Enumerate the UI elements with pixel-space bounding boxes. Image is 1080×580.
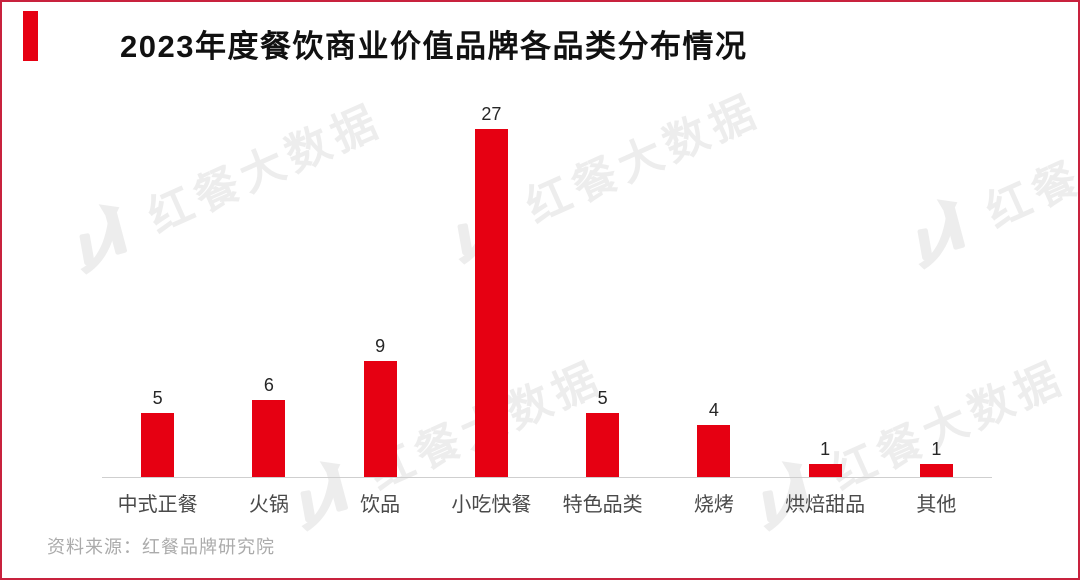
bar-value-label: 1 xyxy=(820,439,831,460)
category-axis: 中式正餐 火锅 饮品 小吃快餐 特色品类 烧烤 烘焙甜品 其他 xyxy=(102,488,992,517)
plot-area: 5 6 9 27 5 4 1 1 xyxy=(102,92,992,477)
bar xyxy=(919,464,953,477)
bar xyxy=(808,464,842,477)
bar-group: 1 xyxy=(770,92,881,477)
category-label: 烧烤 xyxy=(693,494,734,516)
category-label: 特色品类 xyxy=(562,494,643,516)
bar-value-label: 5 xyxy=(152,387,163,408)
category-label: 小吃快餐 xyxy=(451,494,532,516)
bar-group: 5 xyxy=(102,92,213,477)
bar xyxy=(586,412,620,477)
bar-value-label: 1 xyxy=(931,439,942,460)
bar-group: 5 xyxy=(547,92,658,477)
source-note: 资料来源：红餐品牌研究院 xyxy=(47,537,275,557)
category-label: 其他 xyxy=(916,494,957,516)
category-label: 烘焙甜品 xyxy=(785,494,866,516)
bar-value-label: 27 xyxy=(481,103,502,124)
title-accent-bar xyxy=(23,11,38,61)
bar-group: 4 xyxy=(658,92,769,477)
bar xyxy=(141,412,175,477)
page-title: 2023年度餐饮商业价值品牌各品类分布情况 xyxy=(120,29,748,64)
bar-value-label: 6 xyxy=(263,374,274,395)
x-axis-line xyxy=(102,477,992,478)
bar-value-label: 4 xyxy=(708,400,719,421)
bar-group: 27 xyxy=(436,92,547,477)
bar-group: 6 xyxy=(213,92,324,477)
bar xyxy=(363,360,397,477)
category-label: 中式正餐 xyxy=(117,494,198,516)
bar xyxy=(252,399,286,477)
category-label: 饮品 xyxy=(360,494,401,516)
bar xyxy=(697,425,731,477)
category-label: 火锅 xyxy=(248,494,289,516)
bar-value-label: 5 xyxy=(597,387,608,408)
bar-value-label: 9 xyxy=(375,335,386,356)
bar xyxy=(474,128,508,477)
bar-group: 9 xyxy=(325,92,436,477)
bar-group: 1 xyxy=(881,92,992,477)
bar-chart: 5 6 9 27 5 4 1 1 中式正餐 火锅 饮品 小吃快餐 特色品类 烧烤 烘焙甜品 其他 xyxy=(102,92,992,522)
